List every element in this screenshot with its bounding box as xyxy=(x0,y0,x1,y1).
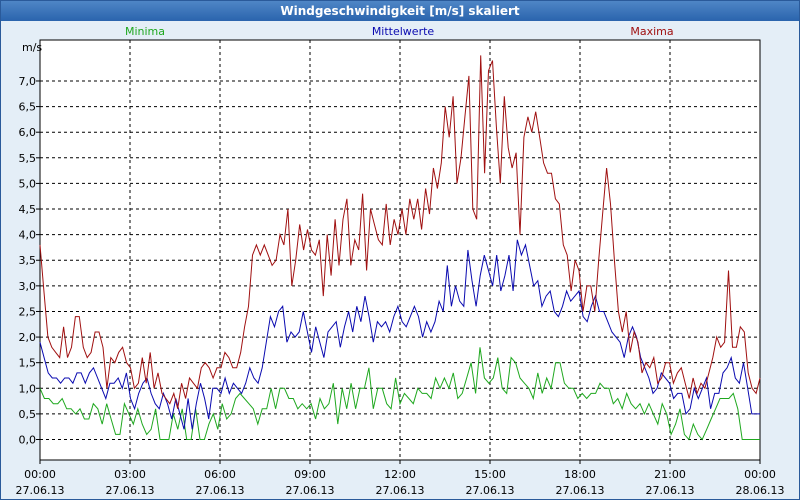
legend-maxima: Maxima xyxy=(630,25,673,38)
x-tick-date: 27.06.13 xyxy=(16,484,65,497)
x-tick-date: 27.06.13 xyxy=(466,484,515,497)
x-tick-date: 27.06.13 xyxy=(106,484,155,497)
y-tick-label: 4,0 xyxy=(19,229,37,242)
x-tick-time: 21:00 xyxy=(654,468,686,481)
y-tick-label: 5,0 xyxy=(19,177,37,190)
y-tick-label: 2,5 xyxy=(19,305,37,318)
y-tick-label: 3,5 xyxy=(19,254,37,267)
y-tick-label: 4,5 xyxy=(19,203,37,216)
x-tick-time: 00:00 xyxy=(24,468,56,481)
x-tick-time: 15:00 xyxy=(474,468,506,481)
x-tick-date: 27.06.13 xyxy=(286,484,335,497)
x-tick-time: 12:00 xyxy=(384,468,416,481)
y-tick-label: 2,0 xyxy=(19,331,37,344)
x-tick-date: 27.06.13 xyxy=(646,484,695,497)
series-lines xyxy=(39,55,761,441)
grid-lines xyxy=(40,40,760,460)
y-tick-label: 1,0 xyxy=(19,382,37,395)
x-tick-date: 27.06.13 xyxy=(196,484,245,497)
x-tick-time: 09:00 xyxy=(294,468,326,481)
x-tick-time: 03:00 xyxy=(114,468,146,481)
y-tick-label: 1,5 xyxy=(19,357,37,370)
y-axis-ticks: 0,0 0,5 1,0 1,5 2,0 2,5 3,0 3,5 4,0 4,5 5,0 5,5 6,0 6… xyxy=(19,75,40,447)
window-title: Windgeschwindigkeit [m/s] skaliert xyxy=(1,1,799,21)
x-tick-date: 27.06.13 xyxy=(376,484,425,497)
series-line-min xyxy=(39,347,760,441)
legend-minima: Minima xyxy=(125,25,165,38)
y-tick-label: 7,0 xyxy=(19,75,37,88)
y-tick-label: 0,0 xyxy=(19,434,37,447)
legend-mittelwerte: Mittelwerte xyxy=(372,25,435,38)
y-tick-label: 6,5 xyxy=(19,101,37,114)
x-axis-ticks: 00:00 27.06.13 03:00 27.06.13 06:00 27.06.13 0… xyxy=(16,460,785,497)
x-tick-date: 28.06.13 xyxy=(736,484,785,497)
x-tick-time: 18:00 xyxy=(564,468,596,481)
y-tick-label: 6,0 xyxy=(19,126,37,139)
y-tick-label: 5,5 xyxy=(19,152,37,165)
y-tick-label: 0,5 xyxy=(19,408,37,421)
y-tick-label: 3,0 xyxy=(19,280,37,293)
x-tick-time: 06:00 xyxy=(204,468,236,481)
y-axis-label: m/s xyxy=(22,41,42,54)
series-line-max xyxy=(39,55,761,409)
x-tick-date: 27.06.13 xyxy=(556,484,605,497)
x-tick-time: 00:00 xyxy=(744,468,776,481)
